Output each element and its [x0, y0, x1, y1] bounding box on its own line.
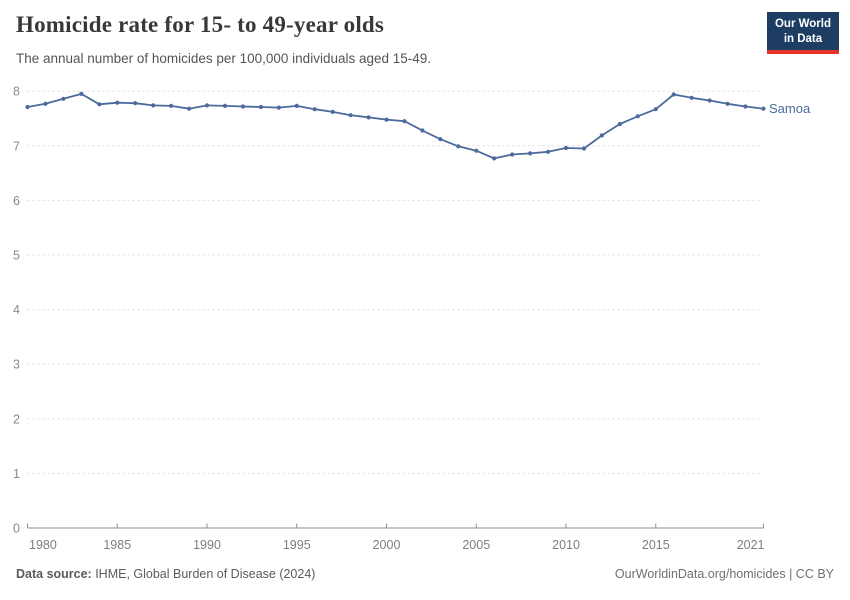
data-point — [169, 103, 174, 108]
y-tick-label: 5 — [13, 249, 20, 263]
data-point — [671, 92, 676, 97]
data-line — [26, 93, 765, 160]
data-point — [599, 133, 605, 138]
y-tick-label: 3 — [13, 358, 20, 372]
data-point — [330, 109, 335, 114]
x-tick-label: 1980 — [29, 538, 57, 552]
data-point — [25, 104, 30, 110]
data-point — [617, 121, 623, 127]
data-point — [133, 101, 138, 106]
y-gridlines — [27, 90, 764, 474]
data-point — [528, 151, 533, 156]
data-point — [258, 104, 263, 110]
x-axis — [27, 523, 764, 529]
data-point — [187, 106, 192, 111]
data-point — [97, 102, 102, 107]
y-tick-label: 1 — [13, 467, 20, 481]
page-title: Homicide rate for 15- to 49-year olds — [16, 12, 385, 37]
data-point — [384, 117, 389, 122]
data-point — [276, 105, 281, 110]
x-tick-label: 2021 — [737, 538, 765, 552]
owid-logo-line2: in Data — [783, 32, 823, 45]
x-tick-label: 2010 — [552, 538, 580, 552]
y-tick-label: 4 — [13, 303, 20, 317]
chart-subtitle: The annual number of homicides per 100,0… — [16, 51, 432, 66]
data-point — [402, 119, 407, 124]
data-point — [204, 103, 210, 108]
data-point — [546, 149, 551, 154]
y-tick-label: 0 — [13, 522, 20, 536]
data-point — [492, 156, 497, 161]
chart-footer: Data source: IHME, Global Burden of Dise… — [16, 567, 834, 581]
data-point — [222, 103, 228, 108]
y-tick-label: 6 — [13, 194, 20, 208]
data-point — [438, 137, 443, 142]
data-point — [707, 98, 712, 103]
x-tick-label: 1985 — [103, 538, 131, 552]
credit-link[interactable]: OurWorldinData.org/homicides | CC BY — [614, 567, 834, 581]
x-axis-labels: 1980 1985 1990 1995 2000 2005 2010 2015 2021 — [29, 538, 765, 552]
data-point — [653, 107, 658, 112]
data-point — [61, 96, 66, 101]
y-tick-label: 2 — [13, 412, 20, 426]
data-source-text: IHME, Global Burden of Disease (2024) — [91, 567, 316, 581]
data-point — [420, 128, 425, 133]
data-points — [25, 91, 766, 161]
x-tick-label: 2000 — [373, 538, 401, 552]
series-end-label: Samoa — [769, 101, 811, 116]
y-tick-label: 7 — [13, 139, 20, 153]
data-point — [474, 148, 479, 153]
data-point — [43, 101, 48, 106]
data-source-note: Data source: IHME, Global Burden of Dise… — [16, 567, 315, 581]
x-tick-label: 1995 — [283, 538, 311, 552]
data-point — [456, 144, 461, 149]
owid-logo-line1: Our World — [774, 18, 831, 30]
data-point — [312, 107, 317, 112]
owid-logo: Our World in Data — [766, 12, 839, 55]
data-point — [366, 115, 371, 120]
data-point — [510, 152, 515, 157]
data-point — [635, 114, 640, 119]
data-point — [79, 91, 84, 96]
data-point — [294, 103, 299, 108]
data-point — [743, 104, 748, 109]
data-point — [348, 113, 353, 118]
data-point — [240, 104, 245, 109]
data-point — [563, 145, 569, 151]
data-point — [725, 101, 730, 106]
x-tick-label: 2005 — [462, 538, 490, 552]
y-axis-labels: 0 1 2 3 4 5 6 7 8 — [13, 85, 20, 536]
x-tick-label: 1990 — [193, 538, 221, 552]
data-source-label: Data source: — [16, 567, 92, 581]
data-point — [151, 103, 156, 108]
y-tick-label: 8 — [13, 85, 20, 99]
data-point — [761, 106, 766, 111]
data-point — [115, 100, 120, 105]
data-point — [689, 95, 694, 100]
x-tick-label: 2015 — [642, 538, 670, 552]
data-point — [581, 146, 587, 151]
